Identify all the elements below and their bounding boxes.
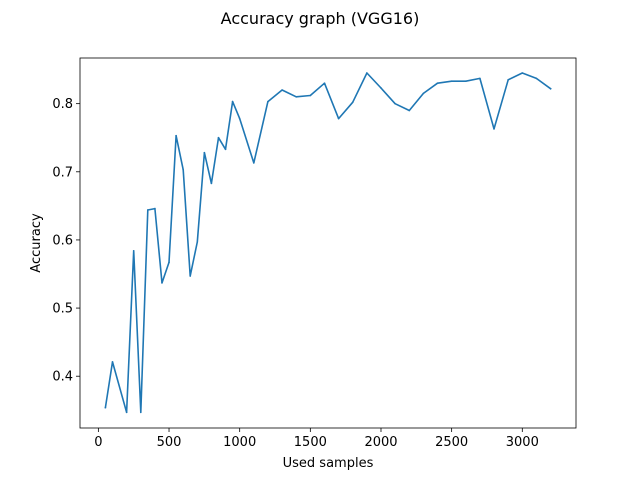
y-tick-label: 0.4 [52, 370, 73, 385]
y-tick-label: 0.8 [52, 97, 73, 112]
chart-title: Accuracy graph (VGG16) [221, 9, 420, 28]
y-tick-label: 0.5 [52, 302, 73, 317]
x-tick-label: 3000 [506, 435, 539, 450]
x-axis-ticks: 0 500 1000 1500 2000 2500 3000 [94, 428, 539, 450]
y-axis-label: Accuracy [29, 213, 44, 273]
series-line-accuracy [104, 72, 552, 414]
x-tick-label: 2000 [364, 435, 397, 450]
plot-frame [79, 57, 577, 429]
y-axis-ticks: 0.4 0.5 0.6 0.7 0.8 [52, 97, 80, 385]
x-tick-label: 1500 [294, 435, 327, 450]
y-tick-label: 0.7 [52, 165, 73, 180]
x-axis-label: Used samples [283, 456, 374, 471]
x-tick-label: 500 [157, 435, 182, 450]
x-tick-label: 1000 [223, 435, 256, 450]
x-tick-label: 0 [94, 435, 102, 450]
y-tick-label: 0.6 [52, 233, 73, 248]
x-tick-label: 2500 [435, 435, 468, 450]
